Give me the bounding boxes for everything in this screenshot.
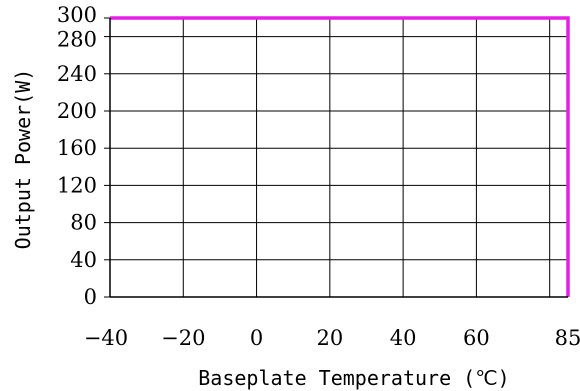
power-derating-line (110, 16, 570, 297)
y-tick-label: 300 (57, 3, 97, 27)
x-tick-label: 20 (316, 326, 343, 350)
y-tick-label: 0 (84, 285, 97, 309)
x-tick-labels: −40 −20 0 20 40 60 85 (84, 326, 580, 350)
x-tick-label: −40 (84, 326, 128, 350)
x-tick-label: 60 (463, 326, 490, 350)
x-tick-label: 40 (390, 326, 417, 350)
y-tick-label: 80 (70, 211, 97, 235)
x-tick-label: 0 (250, 326, 263, 350)
y-axis-label: Output Power(W) (11, 69, 35, 250)
y-tick-label: 40 (70, 248, 97, 272)
series-group (110, 16, 570, 297)
y-tick-label: 200 (57, 99, 97, 123)
y-tick-label: 240 (57, 62, 97, 86)
y-tick-label: 120 (57, 173, 97, 197)
y-tick-label: 280 (57, 28, 97, 52)
axes (104, 17, 568, 298)
x-tick-label: 85 (555, 326, 580, 350)
y-tick-label: 160 (57, 136, 97, 160)
grid-lines (109, 17, 569, 298)
x-tick-label: −20 (161, 326, 205, 350)
x-axis-label: Baseplate Temperature (℃) (198, 366, 509, 390)
